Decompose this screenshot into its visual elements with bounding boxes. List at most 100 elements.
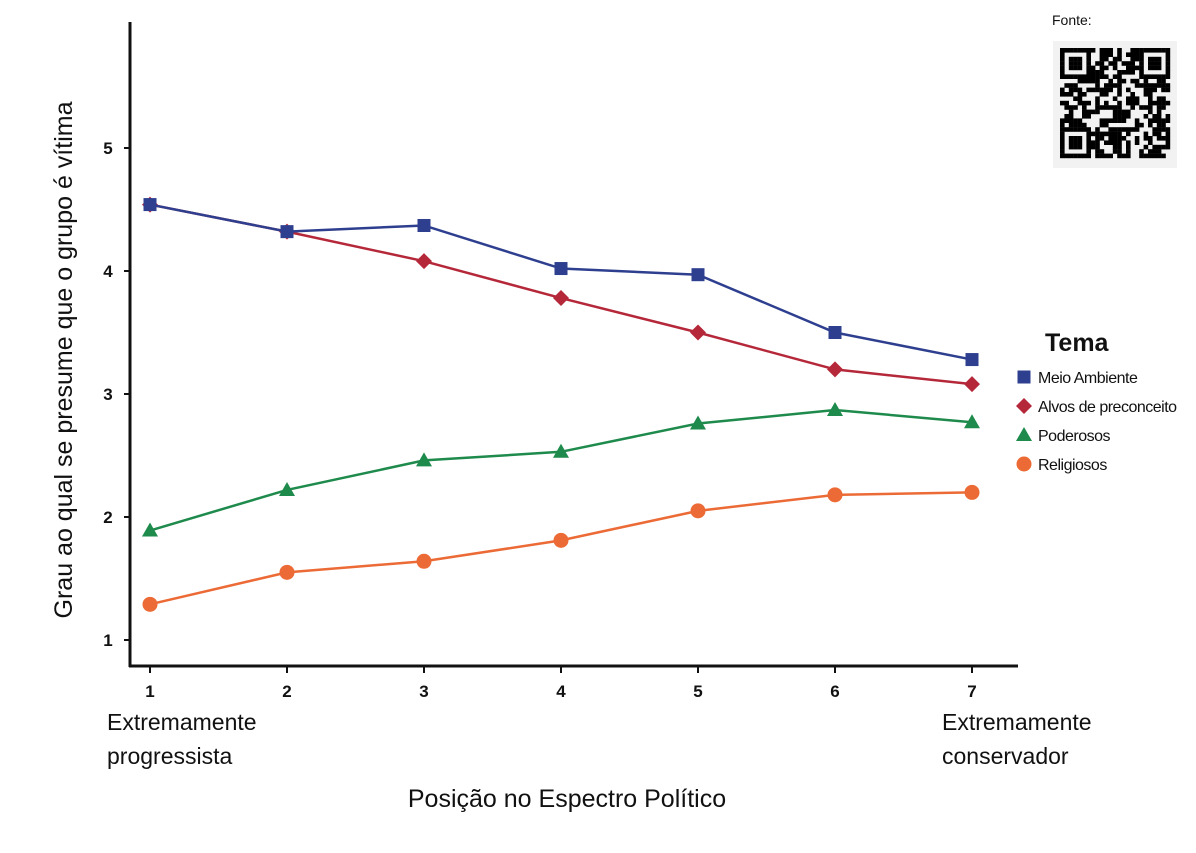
qr-module — [1112, 131, 1118, 137]
qr-module — [1130, 48, 1135, 53]
qr-module — [1099, 87, 1105, 93]
qr-module — [1165, 118, 1171, 123]
data-point-meio-ambiente — [417, 218, 431, 232]
qr-module — [1143, 48, 1149, 53]
qr-module — [1112, 144, 1118, 150]
qr-module — [1060, 56, 1065, 62]
legend-label: Religiosos — [1038, 457, 1107, 474]
qr-module — [1082, 48, 1087, 53]
qr-module — [1108, 131, 1113, 137]
qr-module — [1068, 48, 1074, 53]
qr-module — [1117, 48, 1122, 53]
qr-module — [1152, 48, 1157, 53]
qr-module — [1117, 136, 1122, 141]
qr-module — [1099, 52, 1105, 57]
qr-module — [1068, 87, 1074, 93]
qr-module — [1134, 118, 1140, 123]
qr-module — [1104, 65, 1109, 71]
qr-module — [1077, 118, 1083, 123]
qr-module — [1161, 87, 1166, 93]
qr-module — [1099, 118, 1105, 123]
source: Fonte: — [1052, 12, 1177, 168]
legend-label: Poderosos — [1038, 428, 1110, 445]
qr-module — [1148, 118, 1153, 123]
x-tick-label: 2 — [282, 682, 291, 701]
qr-module — [1152, 56, 1157, 62]
data-point-meio-ambiente — [554, 262, 568, 276]
qr-module — [1095, 87, 1100, 93]
qr-module — [1134, 65, 1140, 71]
qr-module — [1152, 87, 1157, 93]
legend: Tema Meio Ambiente Alvos de preconceito Po… — [1016, 329, 1178, 474]
qr-module — [1112, 83, 1118, 88]
qr-module — [1143, 87, 1149, 93]
qr-module — [1112, 65, 1118, 71]
qr-module — [1126, 144, 1131, 150]
qr-module — [1073, 118, 1078, 123]
qr-module — [1064, 118, 1069, 123]
qr-module — [1082, 109, 1087, 115]
legend-marker-triangle-icon — [1016, 427, 1032, 441]
y-tick-label: 5 — [103, 139, 112, 158]
qr-module — [1104, 122, 1109, 128]
qr-module — [1082, 153, 1087, 159]
series-line-poderosos — [149, 408, 973, 532]
qr-module — [1086, 87, 1091, 93]
data-point-meio-ambiente — [280, 225, 294, 239]
qr-module — [1165, 74, 1171, 79]
qr-module — [1126, 96, 1131, 101]
qr-module — [1148, 105, 1153, 110]
data-point-religiosos — [827, 487, 843, 503]
series-line-religiosos — [149, 491, 973, 606]
qr-module — [1143, 136, 1149, 141]
qr-module — [1139, 70, 1144, 75]
qr-module — [1139, 56, 1144, 62]
qr-module — [1156, 149, 1162, 154]
qr-module — [1152, 114, 1157, 119]
qr-module — [1090, 87, 1096, 93]
x-ticks: 1 2 3 4 5 6 7 — [145, 666, 977, 701]
qr-module — [1060, 140, 1065, 145]
qr-module — [1134, 140, 1140, 145]
qr-module — [1095, 105, 1100, 110]
qr-module — [1060, 127, 1065, 132]
qr-module — [1165, 127, 1171, 132]
y-axis-label: Grau ao qual se presume que o grupo é ví… — [50, 101, 78, 618]
qr-module — [1104, 48, 1109, 53]
qr-module — [1108, 118, 1113, 123]
qr-module — [1143, 131, 1149, 137]
x-tick-label: 3 — [419, 682, 428, 701]
qr-module — [1077, 140, 1083, 145]
y-tick-label: 2 — [103, 508, 112, 527]
qr-module — [1060, 100, 1065, 106]
qr-module — [1139, 61, 1144, 66]
qr-module — [1117, 92, 1122, 97]
qr-module — [1099, 153, 1105, 159]
qr-module — [1134, 78, 1140, 84]
qr-module — [1068, 65, 1074, 71]
qr-module — [1086, 70, 1091, 75]
qr-module — [1121, 109, 1127, 115]
qr-module — [1143, 74, 1149, 79]
qr-module — [1082, 92, 1087, 97]
qr-module — [1068, 83, 1074, 88]
data-point-meio-ambiente — [828, 326, 842, 339]
qr-module — [1086, 74, 1091, 79]
qr-module — [1060, 122, 1065, 128]
qr-module — [1095, 136, 1100, 141]
qr-module — [1152, 100, 1157, 106]
qr-module — [1104, 153, 1109, 159]
qr-module — [1090, 74, 1096, 79]
qr-module — [1156, 74, 1162, 79]
qr-module — [1148, 83, 1153, 88]
data-point-alvos-de-preconceito — [827, 361, 843, 378]
qr-module — [1086, 52, 1091, 57]
qr-module — [1073, 96, 1078, 101]
qr-module — [1130, 96, 1135, 101]
qr-module — [1161, 48, 1166, 53]
qr-module — [1068, 153, 1074, 159]
qr-module — [1086, 109, 1091, 115]
qr-module — [1086, 127, 1091, 132]
qr-module — [1126, 61, 1131, 66]
qr-module — [1108, 78, 1113, 84]
